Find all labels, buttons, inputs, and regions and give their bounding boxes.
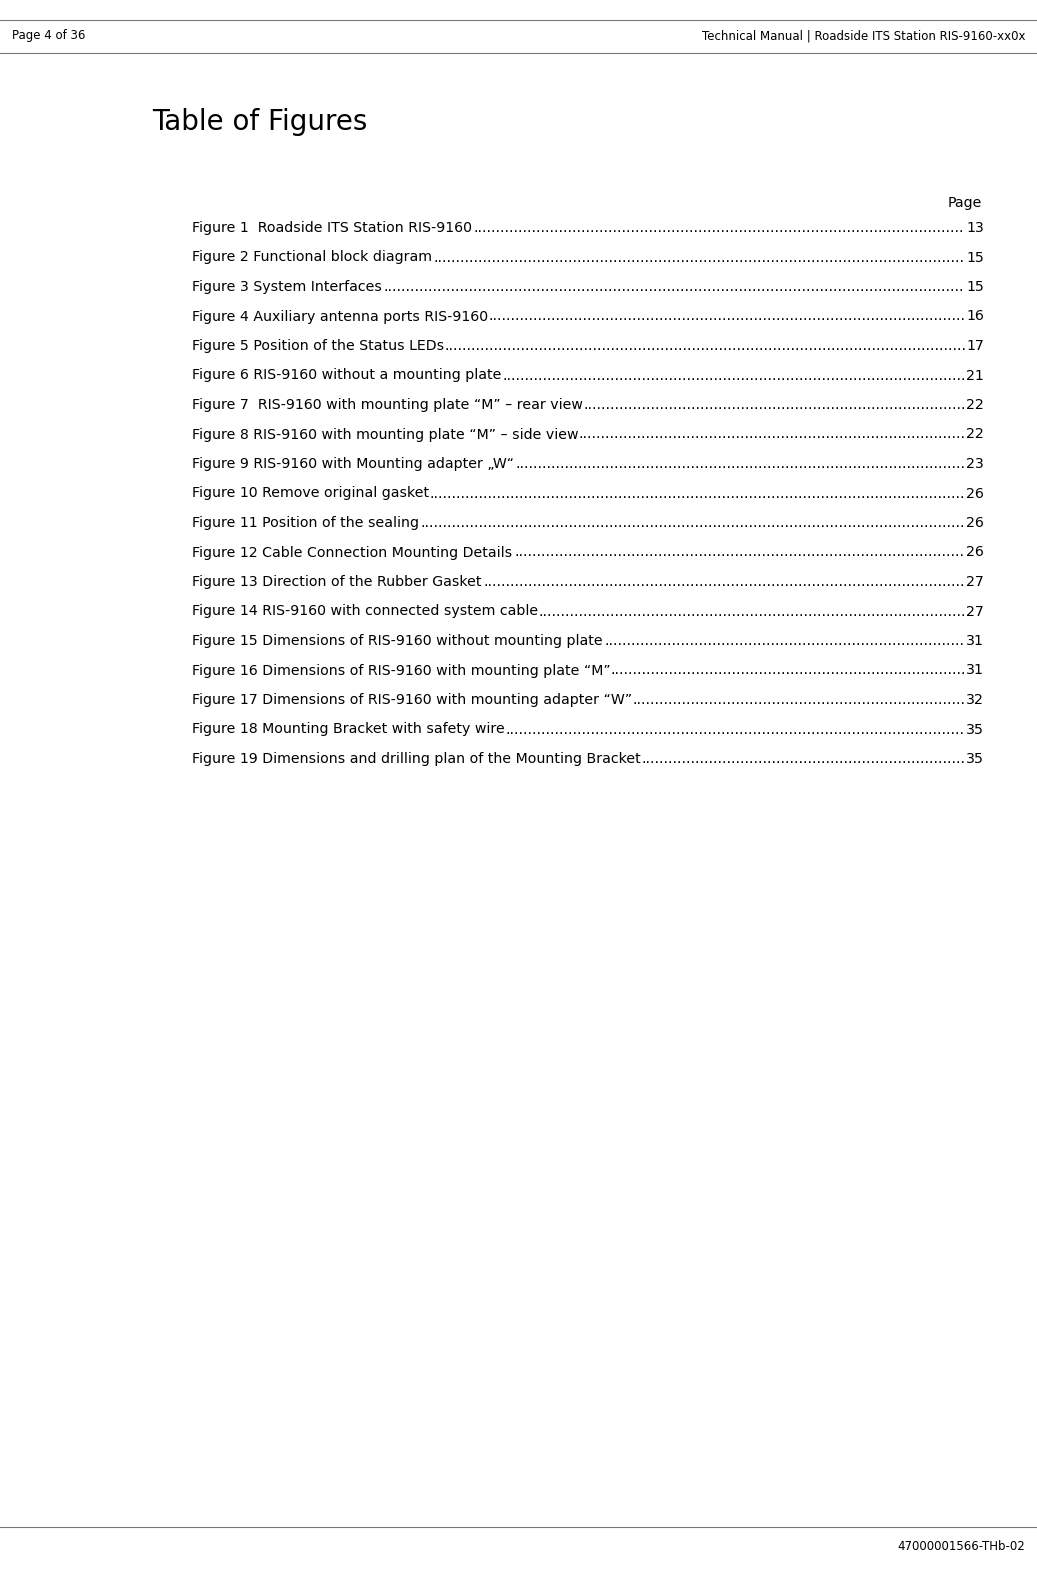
Text: Table of Figures: Table of Figures: [152, 108, 367, 137]
Text: ................................................................................: ........................................…: [483, 575, 964, 589]
Text: Page 4 of 36: Page 4 of 36: [12, 30, 85, 42]
Text: Page: Page: [948, 196, 982, 210]
Text: 22: 22: [966, 427, 984, 441]
Text: Figure 10 Remove original gasket: Figure 10 Remove original gasket: [192, 487, 429, 501]
Text: ........................................................................: ........................................…: [641, 752, 965, 766]
Text: Figure 4 Auxiliary antenna ports RIS-9160: Figure 4 Auxiliary antenna ports RIS-916…: [192, 309, 488, 323]
Text: ................................................................................: ........................................…: [420, 517, 964, 531]
Text: 21: 21: [966, 369, 984, 383]
Text: 23: 23: [966, 457, 984, 471]
Text: 27: 27: [966, 604, 984, 619]
Text: 16: 16: [966, 309, 984, 323]
Text: ................................................................................: ........................................…: [583, 399, 965, 411]
Text: Figure 9 RIS-9160 with Mounting adapter „W“: Figure 9 RIS-9160 with Mounting adapter …: [192, 457, 514, 471]
Text: Figure 14 RIS-9160 with connected system cable: Figure 14 RIS-9160 with connected system…: [192, 604, 538, 619]
Text: ................................................................................: ........................................…: [430, 487, 965, 501]
Text: ................................................................................: ........................................…: [384, 279, 964, 294]
Text: Figure 7  RIS-9160 with mounting plate “M” – rear view: Figure 7 RIS-9160 with mounting plate “M…: [192, 399, 583, 411]
Text: 26: 26: [966, 517, 984, 531]
Text: 32: 32: [966, 692, 984, 706]
Text: ................................................................................: ........................................…: [474, 221, 964, 236]
Text: Figure 12 Cable Connection Mounting Details: Figure 12 Cable Connection Mounting Deta…: [192, 545, 512, 559]
Text: 27: 27: [966, 575, 984, 589]
Text: Figure 18 Mounting Bracket with safety wire: Figure 18 Mounting Bracket with safety w…: [192, 722, 505, 736]
Text: 47000001566-THb-02: 47000001566-THb-02: [897, 1540, 1025, 1553]
Text: 15: 15: [966, 279, 984, 294]
Text: Figure 8 RIS-9160 with mounting plate “M” – side view: Figure 8 RIS-9160 with mounting plate “M…: [192, 427, 579, 441]
Text: 31: 31: [966, 664, 984, 678]
Text: 26: 26: [966, 545, 984, 559]
Text: Figure 15 Dimensions of RIS-9160 without mounting plate: Figure 15 Dimensions of RIS-9160 without…: [192, 634, 602, 648]
Text: ................................................................................: ........................................…: [444, 339, 966, 353]
Text: 17: 17: [966, 339, 984, 353]
Text: Figure 11 Position of the sealing: Figure 11 Position of the sealing: [192, 517, 419, 531]
Text: 22: 22: [966, 399, 984, 411]
Text: 35: 35: [966, 722, 984, 736]
Text: 26: 26: [966, 487, 984, 501]
Text: ..........................................................................: ........................................…: [633, 692, 965, 706]
Text: Figure 13 Direction of the Rubber Gasket: Figure 13 Direction of the Rubber Gasket: [192, 575, 481, 589]
Text: ................................................................................: ........................................…: [605, 634, 964, 648]
Text: Figure 3 System Interfaces: Figure 3 System Interfaces: [192, 279, 382, 294]
Text: ................................................................................: ........................................…: [433, 251, 964, 264]
Text: Technical Manual | Roadside ITS Station RIS-9160-xx0x: Technical Manual | Roadside ITS Station …: [701, 30, 1025, 42]
Text: ................................................................................: ........................................…: [538, 604, 965, 619]
Text: ................................................................................: ........................................…: [515, 457, 965, 471]
Text: Figure 1  Roadside ITS Station RIS-9160: Figure 1 Roadside ITS Station RIS-9160: [192, 221, 472, 236]
Text: ................................................................................: ........................................…: [488, 309, 965, 323]
Text: ................................................................................: ........................................…: [506, 722, 964, 736]
Text: 31: 31: [966, 634, 984, 648]
Text: Figure 2 Functional block diagram: Figure 2 Functional block diagram: [192, 251, 432, 264]
Text: Figure 17 Dimensions of RIS-9160 with mounting adapter “W”: Figure 17 Dimensions of RIS-9160 with mo…: [192, 692, 633, 706]
Text: ................................................................................: ........................................…: [579, 427, 965, 441]
Text: 35: 35: [966, 752, 984, 766]
Text: ...............................................................................: ........................................…: [611, 664, 966, 678]
Text: Figure 6 RIS-9160 without a mounting plate: Figure 6 RIS-9160 without a mounting pla…: [192, 369, 501, 383]
Text: 15: 15: [966, 251, 984, 264]
Text: ................................................................................: ........................................…: [514, 545, 964, 559]
Text: Figure 16 Dimensions of RIS-9160 with mounting plate “M”: Figure 16 Dimensions of RIS-9160 with mo…: [192, 664, 611, 678]
Text: Figure 19 Dimensions and drilling plan of the Mounting Bracket: Figure 19 Dimensions and drilling plan o…: [192, 752, 641, 766]
Text: ................................................................................: ........................................…: [502, 369, 965, 383]
Text: Figure 5 Position of the Status LEDs: Figure 5 Position of the Status LEDs: [192, 339, 444, 353]
Text: 13: 13: [966, 221, 984, 236]
